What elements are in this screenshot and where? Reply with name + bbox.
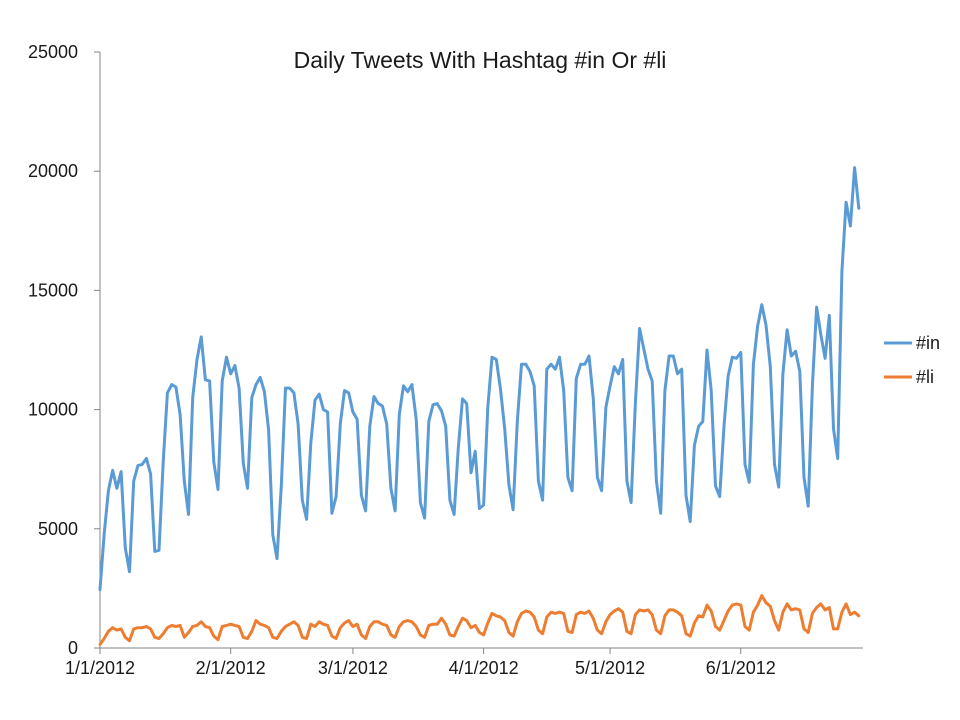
y-axis: 0 5000 10000 15000 20000 25000 [28, 42, 101, 658]
y-tick-label: 20000 [28, 161, 78, 181]
series-line-li [98, 594, 861, 646]
y-tick-label: 15000 [28, 280, 78, 300]
legend-label-li: #li [916, 367, 934, 387]
x-tick-label: 6/1/2012 [706, 658, 776, 678]
chart-title: Daily Tweets With Hashtag #in Or #li [294, 47, 667, 73]
legend: #in #li [884, 333, 940, 387]
legend-label-in: #in [916, 333, 940, 353]
y-tick-label: 10000 [28, 400, 78, 420]
x-tick-label: 2/1/2012 [196, 658, 266, 678]
x-tick-label: 5/1/2012 [575, 658, 645, 678]
x-axis: 1/1/2012 2/1/2012 3/1/2012 4/1/2012 5/1/2012… [65, 647, 863, 678]
x-tick-label: 1/1/2012 [65, 658, 135, 678]
series-lines [98, 166, 861, 646]
y-tick-label: 25000 [28, 42, 78, 62]
y-tick-label: 5000 [38, 519, 78, 539]
y-tick-label: 0 [68, 638, 78, 658]
x-tick-label: 4/1/2012 [449, 658, 519, 678]
series-line-in [98, 166, 861, 592]
x-tick-label: 3/1/2012 [318, 658, 388, 678]
